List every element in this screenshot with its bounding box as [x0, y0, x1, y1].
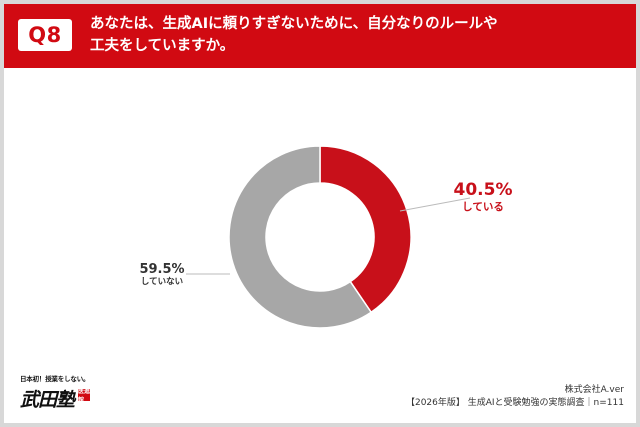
question-header: Q8 あなたは、生成AIに頼りすぎないために、自分なりのルールや 工夫をしていま…: [4, 4, 636, 68]
logo-mark: 武田塾 医進館: [20, 385, 90, 412]
question-line-2: 工夫をしていますか。: [90, 38, 235, 54]
logo-mark-badge: 医進館: [78, 388, 91, 404]
logo-mark-text: 武田塾: [20, 389, 75, 411]
label-no-percent: 59.5%: [139, 262, 185, 277]
footer-source: 【2026年版】 生成AIと受験勉強の実態調査｜n=111: [405, 398, 624, 408]
label-yes-percent: 40.5%: [453, 180, 513, 200]
question-number-badge: Q8: [18, 19, 72, 51]
question-line-1: あなたは、生成AIに頼りすぎないために、自分なりのルールや: [90, 16, 498, 32]
brand-logo: 日本初！授業をしない。 武田塾 医進館: [20, 373, 104, 415]
donut-slices: [228, 145, 412, 329]
footer-company: 株式会社A.ver: [564, 385, 624, 395]
label-yes: 40.5% している: [450, 180, 516, 214]
logo-tagline: 日本初！授業をしない。: [20, 375, 90, 383]
question-text: あなたは、生成AIに頼りすぎないために、自分なりのルールや 工夫をしていますか。: [90, 13, 610, 57]
label-yes-text: している: [462, 201, 504, 213]
footer: 株式会社A.ver 【2026年版】 生成AIと受験勉強の実態調査｜n=111: [406, 384, 624, 410]
donut-slice-yes: [319, 145, 412, 314]
donut-slice-no: [228, 145, 373, 329]
label-no: 59.5% していない: [132, 262, 192, 288]
donut-chart: [186, 145, 471, 329]
slide: Q8 あなたは、生成AIに頼りすぎないために、自分なりのルールや 工夫をしていま…: [4, 4, 636, 423]
leader-line-yes: [399, 197, 471, 212]
label-no-text: していない: [140, 277, 184, 287]
